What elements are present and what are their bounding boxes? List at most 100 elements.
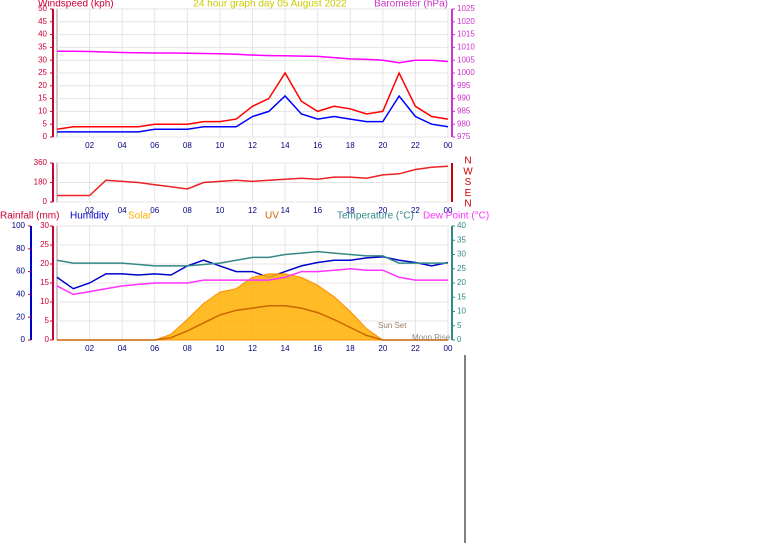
y2-tick-label: 5 [457, 321, 462, 330]
series-line [57, 165, 449, 197]
annotation: Moon Rise [412, 333, 451, 342]
y2-tick-label: 0 [457, 335, 462, 344]
x-tick-label: 06 [150, 344, 159, 353]
y-tick-label: 30 [38, 55, 47, 64]
x-tick-label: 10 [215, 344, 224, 353]
x-tick-label: 18 [346, 141, 355, 150]
series-line [57, 305, 448, 341]
y2-tick-label: 15 [457, 292, 466, 301]
x-tick-label: 02 [85, 141, 94, 150]
y-tick-label: 25 [38, 68, 47, 77]
y2-tick-label: 25 [457, 264, 466, 273]
series-line [56, 71, 449, 131]
annotation: Sun Set [378, 321, 407, 330]
x-tick-label: 20 [378, 141, 387, 150]
y2-tick-label: 1015 [457, 30, 475, 39]
y2-tick-label: 20 [457, 278, 466, 287]
y-axis-label: Rainfall (mm) [0, 211, 59, 222]
compass-label: N [464, 156, 471, 167]
series-line [57, 94, 449, 133]
y-tick-label: 40 [16, 290, 25, 299]
x-tick-label: 12 [248, 344, 257, 353]
compass-label: N [464, 199, 471, 210]
x-tick-label: 14 [281, 141, 290, 150]
y-axis-label: Windspeed (kph) [38, 0, 114, 10]
y-tick-label: 50 [38, 4, 47, 13]
x-tick-label: 20 [378, 206, 387, 215]
series-line [56, 256, 449, 290]
x-tick-label: 14 [281, 206, 290, 215]
y3-tick-label: 10 [40, 297, 49, 306]
x-tick-label: 00 [444, 141, 453, 150]
x-tick-label: 12 [248, 206, 257, 215]
y2-tick-label: 1020 [457, 17, 475, 26]
x-tick-label: 08 [183, 141, 192, 150]
y2-tick-label: 1010 [457, 43, 475, 52]
x-tick-label: 18 [346, 206, 355, 215]
x-tick-label: 02 [85, 206, 94, 215]
y2-tick-label: 30 [457, 250, 466, 259]
y-tick-label: 5 [43, 119, 48, 128]
series-line [57, 50, 449, 64]
y2-tick-label: 1000 [457, 68, 475, 77]
x-tick-label: 16 [313, 141, 322, 150]
x-tick-label: 00 [444, 206, 453, 215]
y-tick-label: 10 [38, 107, 47, 116]
legend-entry: UV [265, 211, 279, 222]
y2-tick-label: 35 [457, 235, 466, 244]
x-tick-label: 22 [411, 206, 420, 215]
y-tick-label: 0 [43, 197, 48, 206]
x-tick-label: 04 [118, 344, 127, 353]
y-tick-label: 80 [16, 244, 25, 253]
y-tick-label: 60 [16, 267, 25, 276]
x-tick-label: 18 [346, 344, 355, 353]
compass-label: E [465, 188, 472, 199]
x-tick-label: 14 [281, 344, 290, 353]
compass-label: S [465, 177, 472, 188]
y3-tick-label: 0 [45, 335, 50, 344]
y2-axis-label: Barometer (hPa) [374, 0, 448, 10]
legend-entry: Temperature (°C) [337, 211, 414, 222]
x-tick-label: 06 [150, 206, 159, 215]
y2-tick-label: 985 [457, 107, 471, 116]
y2-tick-label: 990 [457, 94, 471, 103]
y2-tick-label: 1025 [457, 4, 475, 13]
y-tick-label: 45 [38, 17, 47, 26]
x-tick-label: 22 [411, 141, 420, 150]
y-tick-label: 40 [38, 30, 47, 39]
x-tick-label: 16 [313, 206, 322, 215]
y-tick-label: 0 [21, 335, 26, 344]
legend-entry: Dew Point (°C) [423, 211, 489, 222]
y2-tick-label: 980 [457, 119, 471, 128]
x-tick-label: 16 [313, 344, 322, 353]
x-tick-label: 20 [378, 344, 387, 353]
y-tick-label: 0 [43, 132, 48, 141]
y-tick-label: 20 [38, 81, 47, 90]
compass-label: W [463, 166, 473, 177]
y-tick-label: 15 [38, 94, 47, 103]
x-tick-label: 12 [248, 141, 257, 150]
series-line [56, 250, 448, 267]
y3-tick-label: 30 [40, 221, 49, 230]
x-tick-label: 08 [183, 206, 192, 215]
x-tick-label: 02 [85, 344, 94, 353]
legend-entry: Humidity [70, 211, 109, 222]
x-tick-label: 04 [118, 141, 127, 150]
legend-entry: Solar [128, 211, 152, 222]
x-tick-label: 06 [150, 141, 159, 150]
y-tick-label: 100 [12, 221, 26, 230]
y-tick-label: 35 [38, 43, 47, 52]
x-tick-label: 00 [444, 344, 453, 353]
chart-title: 24 hour graph day 05 August 2022 [193, 0, 347, 10]
x-tick-label: 22 [411, 344, 420, 353]
x-tick-label: 10 [215, 141, 224, 150]
series-line [56, 268, 448, 296]
y2-tick-label: 40 [457, 221, 466, 230]
y-tick-label: 360 [34, 158, 48, 167]
y3-tick-label: 5 [45, 316, 50, 325]
x-tick-label: 10 [215, 206, 224, 215]
y3-tick-label: 25 [40, 240, 49, 249]
y2-tick-label: 10 [457, 307, 466, 316]
y2-tick-label: 1005 [457, 55, 475, 64]
